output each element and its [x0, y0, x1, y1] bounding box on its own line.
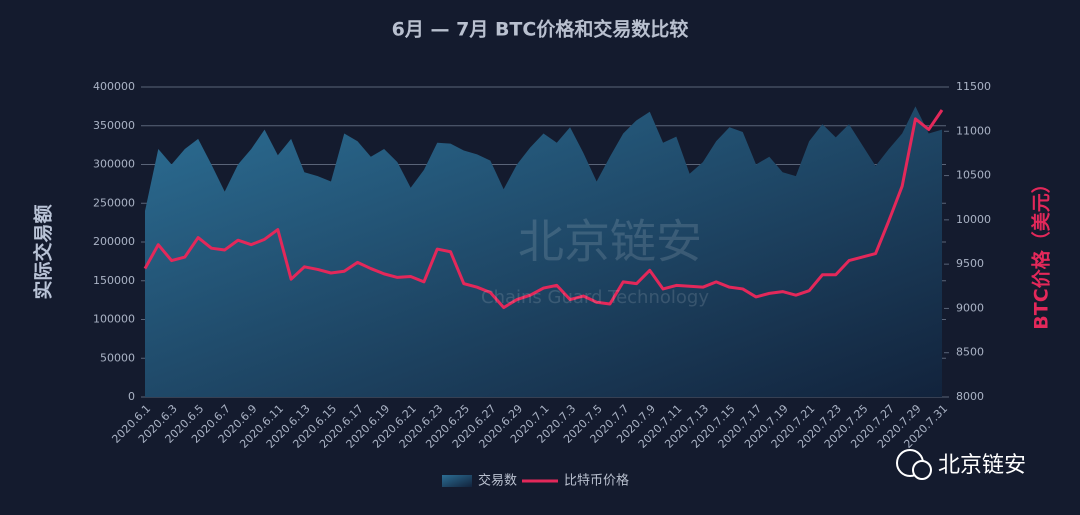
y-tick-label: 250000 — [93, 196, 135, 209]
legend-label: 交易数 — [478, 473, 517, 489]
footer-text: 北京链安 — [938, 453, 1026, 478]
y-tick-label: 50000 — [100, 351, 135, 364]
wechat-icon — [912, 460, 932, 480]
y-tick-label: 100000 — [93, 313, 135, 326]
y-tick-label: 400000 — [93, 80, 135, 93]
y2-tick-label: 11500 — [956, 80, 991, 93]
line — [143, 109, 944, 310]
y2-tick-label: 11000 — [956, 124, 991, 137]
y2-tick-label: 10000 — [956, 213, 991, 226]
watermark-text: 北京链安 — [518, 215, 702, 269]
y-axis-label: 实际交易额 — [32, 204, 55, 299]
y-tick-label: 0 — [128, 390, 135, 403]
y2-tick-label: 9500 — [956, 257, 984, 270]
y2-tick-label: 10500 — [956, 169, 991, 182]
y-tick-label: 350000 — [93, 119, 135, 132]
chart-title: 6月 — 7月 BTC价格和交易数比较 — [392, 18, 689, 41]
y-tick-label: 200000 — [93, 235, 135, 248]
y-tick-label: 300000 — [93, 158, 135, 171]
y2-axis-label: BTC价格（美元） — [1030, 174, 1053, 329]
legend-label: 比特币价格 — [564, 473, 629, 489]
y-tick-label: 150000 — [93, 274, 135, 287]
watermark-subtext: Chains Guard Technology — [481, 287, 709, 308]
area — [145, 106, 942, 397]
legend-swatch — [442, 475, 472, 487]
y2-tick-label: 8500 — [956, 346, 984, 359]
y2-tick-label: 9000 — [956, 301, 984, 314]
y2-tick-label: 8000 — [956, 390, 984, 403]
